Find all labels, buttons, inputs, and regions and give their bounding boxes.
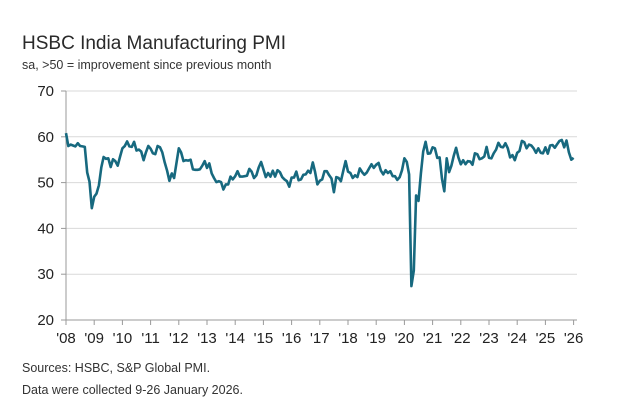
x-tick-label-14: '14 (225, 330, 245, 347)
x-tick-label-25: '25 (536, 330, 556, 347)
x-tick-label-09: '09 (84, 330, 104, 347)
x-tick-label-16: '16 (282, 330, 302, 347)
x-tick-label-21: '21 (423, 330, 443, 347)
y-tick-label-20: 20 (37, 312, 54, 329)
x-tick-label-20: '20 (395, 330, 415, 347)
x-tick-label-18: '18 (338, 330, 358, 347)
x-tick-label-22: '22 (451, 330, 471, 347)
chart-title: HSBC India Manufacturing PMI (22, 33, 287, 54)
x-tick-label-15: '15 (254, 330, 274, 347)
x-tick-label-23: '23 (479, 330, 499, 347)
x-tick-label-24: '24 (507, 330, 527, 347)
y-tick-label-40: 40 (37, 220, 54, 237)
x-tick-label-12: '12 (169, 330, 189, 347)
y-tick-label-70: 70 (37, 83, 54, 100)
x-tick-label-19: '19 (366, 330, 386, 347)
y-tick-label-50: 50 (37, 175, 54, 192)
x-tick-label-08: '08 (56, 330, 76, 347)
y-tick-label-30: 30 (37, 266, 54, 283)
pmi-series-line (64, 132, 575, 288)
chart-subtitle: sa, >50 = improvement since previous mon… (22, 58, 272, 72)
y-tick-label-60: 60 (37, 129, 54, 146)
x-tick-label-26: '26 (564, 330, 584, 347)
collection-note: Data were collected 9-26 January 2026. (22, 383, 243, 397)
sources-note: Sources: HSBC, S&P Global PMI. (22, 361, 211, 375)
x-tick-label-13: '13 (197, 330, 217, 347)
x-tick-label-10: '10 (113, 330, 133, 347)
x-tick-label-11: '11 (141, 330, 159, 347)
x-tick-label-17: '17 (310, 330, 330, 347)
